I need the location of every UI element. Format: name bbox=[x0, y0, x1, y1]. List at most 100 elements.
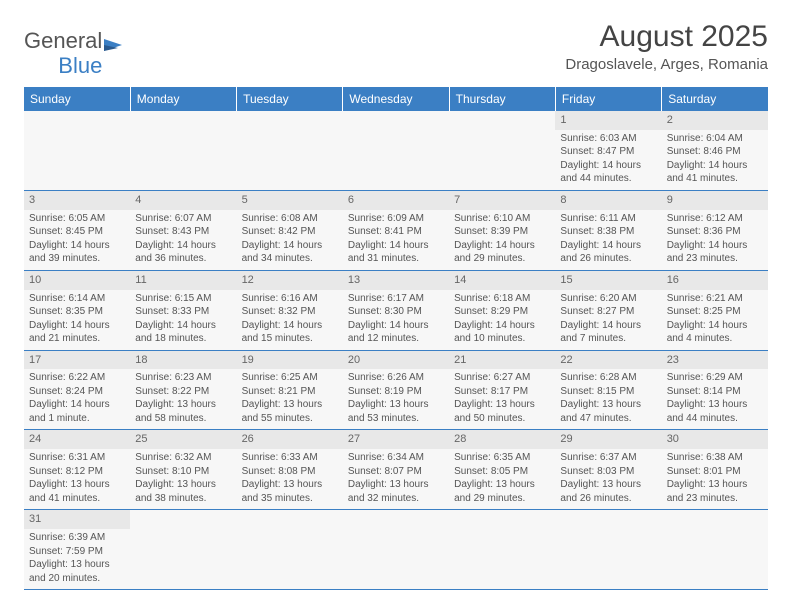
day-cell: 17Sunrise: 6:22 AMSunset: 8:24 PMDayligh… bbox=[24, 350, 130, 430]
sunrise-text: Sunrise: 6:18 AM bbox=[454, 292, 550, 306]
day-cell: 22Sunrise: 6:28 AMSunset: 8:15 PMDayligh… bbox=[555, 350, 661, 430]
daylight2-text: and 21 minutes. bbox=[29, 332, 125, 346]
daylight2-text: and 29 minutes. bbox=[454, 492, 550, 506]
daylight1-text: Daylight: 14 hours bbox=[242, 319, 338, 333]
sunrise-text: Sunrise: 6:05 AM bbox=[29, 212, 125, 226]
day-number: 4 bbox=[135, 194, 141, 206]
sunset-text: Sunset: 8:19 PM bbox=[348, 385, 444, 399]
daylight1-text: Daylight: 13 hours bbox=[29, 478, 125, 492]
sunrise-text: Sunrise: 6:03 AM bbox=[560, 132, 656, 146]
daylight2-text: and 23 minutes. bbox=[667, 492, 763, 506]
day-cell: 29Sunrise: 6:37 AMSunset: 8:03 PMDayligh… bbox=[555, 430, 661, 510]
day-cell: 20Sunrise: 6:26 AMSunset: 8:19 PMDayligh… bbox=[343, 350, 449, 430]
day-header: Friday bbox=[555, 87, 661, 111]
sunset-text: Sunset: 8:07 PM bbox=[348, 465, 444, 479]
sunset-text: Sunset: 8:14 PM bbox=[667, 385, 763, 399]
daylight2-text: and 20 minutes. bbox=[29, 572, 125, 586]
day-header: Thursday bbox=[449, 87, 555, 111]
sunrise-text: Sunrise: 6:25 AM bbox=[242, 371, 338, 385]
day-cell: 12Sunrise: 6:16 AMSunset: 8:32 PMDayligh… bbox=[237, 270, 343, 350]
daylight1-text: Daylight: 14 hours bbox=[348, 239, 444, 253]
sunrise-text: Sunrise: 6:38 AM bbox=[667, 451, 763, 465]
day-cell bbox=[662, 510, 768, 590]
day-number: 20 bbox=[348, 354, 360, 366]
day-number: 22 bbox=[560, 354, 572, 366]
daylight2-text: and 44 minutes. bbox=[667, 412, 763, 426]
sunrise-text: Sunrise: 6:08 AM bbox=[242, 212, 338, 226]
sunset-text: Sunset: 8:30 PM bbox=[348, 305, 444, 319]
day-number: 3 bbox=[29, 194, 35, 206]
daylight2-text: and 23 minutes. bbox=[667, 252, 763, 266]
day-number: 16 bbox=[667, 274, 679, 286]
sunrise-text: Sunrise: 6:12 AM bbox=[667, 212, 763, 226]
sunrise-text: Sunrise: 6:14 AM bbox=[29, 292, 125, 306]
day-cell: 9Sunrise: 6:12 AMSunset: 8:36 PMDaylight… bbox=[662, 190, 768, 270]
sunset-text: Sunset: 8:25 PM bbox=[667, 305, 763, 319]
day-cell: 8Sunrise: 6:11 AMSunset: 8:38 PMDaylight… bbox=[555, 190, 661, 270]
day-cell: 14Sunrise: 6:18 AMSunset: 8:29 PMDayligh… bbox=[449, 270, 555, 350]
sunset-text: Sunset: 7:59 PM bbox=[29, 545, 125, 559]
week-row: 17Sunrise: 6:22 AMSunset: 8:24 PMDayligh… bbox=[24, 350, 768, 430]
day-header: Sunday bbox=[24, 87, 130, 111]
sunset-text: Sunset: 8:45 PM bbox=[29, 225, 125, 239]
daylight1-text: Daylight: 14 hours bbox=[667, 319, 763, 333]
daylight2-text: and 39 minutes. bbox=[29, 252, 125, 266]
calendar-table: SundayMondayTuesdayWednesdayThursdayFrid… bbox=[24, 87, 768, 590]
daylight2-text: and 44 minutes. bbox=[560, 172, 656, 186]
day-header: Tuesday bbox=[237, 87, 343, 111]
day-number: 9 bbox=[667, 194, 673, 206]
sunrise-text: Sunrise: 6:39 AM bbox=[29, 531, 125, 545]
day-number: 15 bbox=[560, 274, 572, 286]
sunrise-text: Sunrise: 6:33 AM bbox=[242, 451, 338, 465]
daylight2-text: and 26 minutes. bbox=[560, 252, 656, 266]
sunset-text: Sunset: 8:46 PM bbox=[667, 145, 763, 159]
logo: General bbox=[24, 28, 128, 54]
daylight2-text: and 34 minutes. bbox=[242, 252, 338, 266]
day-number: 13 bbox=[348, 274, 360, 286]
daylight2-text: and 7 minutes. bbox=[560, 332, 656, 346]
day-number: 26 bbox=[242, 433, 254, 445]
page-container: General August 2025 Dragoslavele, Arges,… bbox=[0, 0, 792, 610]
day-cell: 18Sunrise: 6:23 AMSunset: 8:22 PMDayligh… bbox=[130, 350, 236, 430]
day-number: 10 bbox=[29, 274, 41, 286]
week-row: 24Sunrise: 6:31 AMSunset: 8:12 PMDayligh… bbox=[24, 430, 768, 510]
daylight2-text: and 1 minute. bbox=[29, 412, 125, 426]
month-title: August 2025 bbox=[565, 20, 768, 54]
sunset-text: Sunset: 8:08 PM bbox=[242, 465, 338, 479]
sunrise-text: Sunrise: 6:26 AM bbox=[348, 371, 444, 385]
day-number: 24 bbox=[29, 433, 41, 445]
sunrise-text: Sunrise: 6:31 AM bbox=[29, 451, 125, 465]
daylight2-text: and 47 minutes. bbox=[560, 412, 656, 426]
daylight1-text: Daylight: 13 hours bbox=[454, 478, 550, 492]
day-cell: 10Sunrise: 6:14 AMSunset: 8:35 PMDayligh… bbox=[24, 270, 130, 350]
day-cell: 24Sunrise: 6:31 AMSunset: 8:12 PMDayligh… bbox=[24, 430, 130, 510]
sunrise-text: Sunrise: 6:22 AM bbox=[29, 371, 125, 385]
daylight1-text: Daylight: 14 hours bbox=[667, 159, 763, 173]
daylight1-text: Daylight: 14 hours bbox=[29, 398, 125, 412]
sunrise-text: Sunrise: 6:23 AM bbox=[135, 371, 231, 385]
sunrise-text: Sunrise: 6:35 AM bbox=[454, 451, 550, 465]
day-number: 31 bbox=[29, 513, 41, 525]
logo-text-2: Blue bbox=[58, 53, 102, 79]
day-cell bbox=[130, 510, 236, 590]
day-cell: 16Sunrise: 6:21 AMSunset: 8:25 PMDayligh… bbox=[662, 270, 768, 350]
week-row: 31Sunrise: 6:39 AMSunset: 7:59 PMDayligh… bbox=[24, 510, 768, 590]
day-cell: 21Sunrise: 6:27 AMSunset: 8:17 PMDayligh… bbox=[449, 350, 555, 430]
day-number: 8 bbox=[560, 194, 566, 206]
day-number: 30 bbox=[667, 433, 679, 445]
flag-icon bbox=[104, 33, 128, 49]
daylight2-text: and 18 minutes. bbox=[135, 332, 231, 346]
day-cell: 6Sunrise: 6:09 AMSunset: 8:41 PMDaylight… bbox=[343, 190, 449, 270]
daylight2-text: and 26 minutes. bbox=[560, 492, 656, 506]
daylight1-text: Daylight: 14 hours bbox=[560, 319, 656, 333]
daylight2-text: and 55 minutes. bbox=[242, 412, 338, 426]
day-number: 14 bbox=[454, 274, 466, 286]
day-number: 27 bbox=[348, 433, 360, 445]
daylight1-text: Daylight: 13 hours bbox=[454, 398, 550, 412]
daylight2-text: and 4 minutes. bbox=[667, 332, 763, 346]
daylight1-text: Daylight: 14 hours bbox=[29, 319, 125, 333]
day-cell: 1Sunrise: 6:03 AMSunset: 8:47 PMDaylight… bbox=[555, 111, 661, 190]
daylight1-text: Daylight: 14 hours bbox=[454, 239, 550, 253]
daylight2-text: and 38 minutes. bbox=[135, 492, 231, 506]
sunset-text: Sunset: 8:38 PM bbox=[560, 225, 656, 239]
